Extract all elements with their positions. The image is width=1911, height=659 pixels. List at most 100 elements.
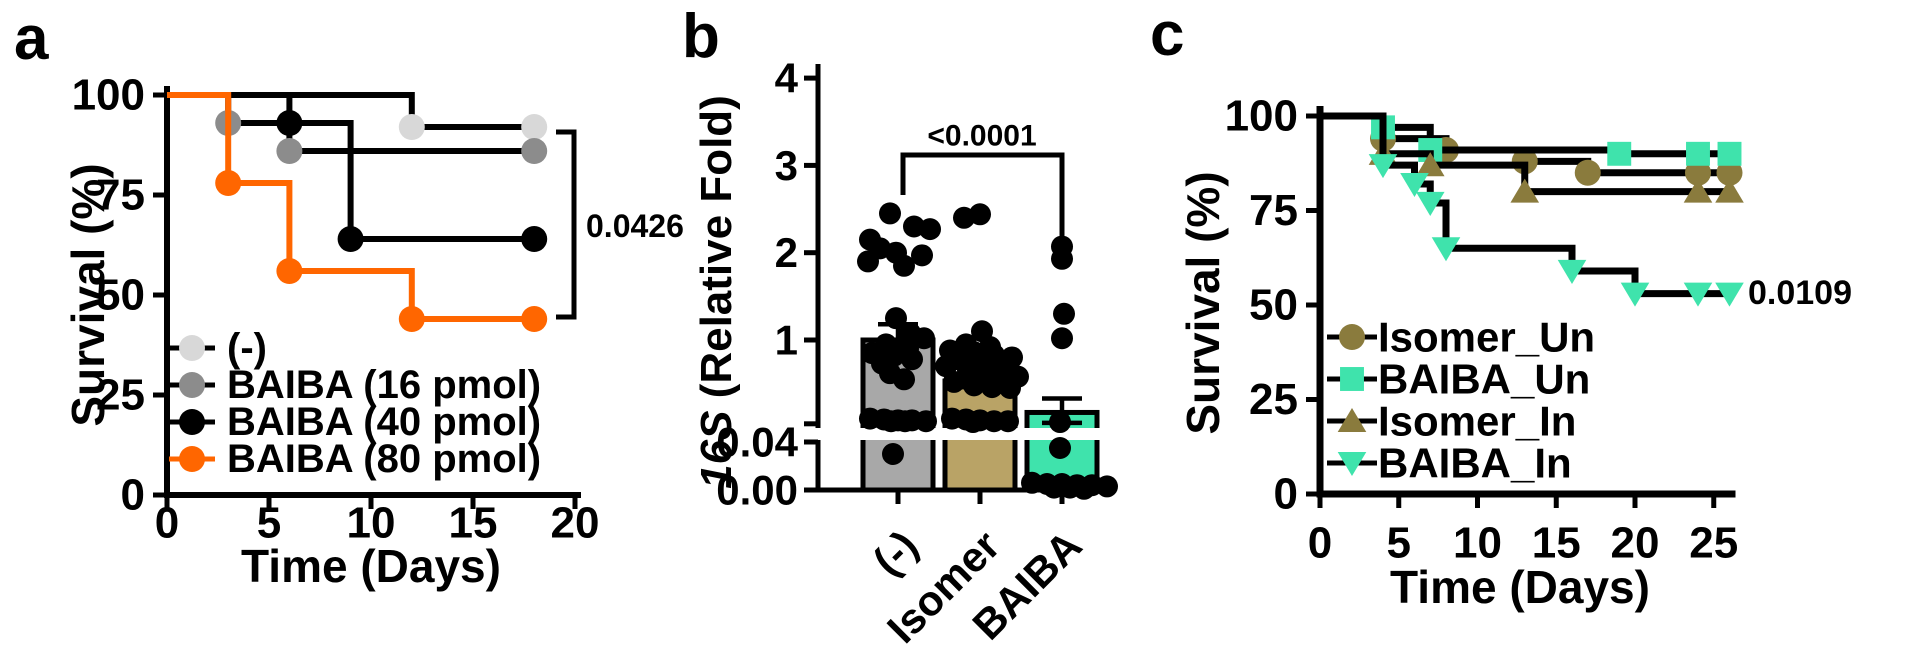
panel-a-y-tick-label: 0 [121, 471, 145, 520]
panel-b-dot-0 [894, 410, 916, 433]
panel-b-y-tick-label: 1 [775, 317, 798, 364]
panel-b-y-axis-title: 16S (Relative Fold) [692, 95, 741, 489]
panel-b-dot-2 [1053, 302, 1075, 325]
panel-b-dot-0 [879, 202, 901, 225]
panel-a-series-marker-0 [521, 114, 548, 140]
panel-c-series-marker-3 [1431, 237, 1461, 262]
panel-b-p-value-label: <0.0001 [927, 120, 1036, 153]
panel-c-series-marker-3 [1683, 282, 1713, 307]
panel-c-series-marker-1 [1607, 141, 1632, 166]
panel-a-y-tick-label: 75 [96, 171, 145, 220]
panel-c-series-marker-3 [1715, 282, 1744, 307]
panel-a-series-marker-2 [337, 226, 364, 252]
panel-c-legend-label: BAIBA_In [1378, 440, 1572, 487]
panel-a-series-marker-1 [521, 138, 548, 164]
panel-a-x-axis-title: Time (Days) [241, 540, 501, 592]
panel-c-y-axis-title: Survival (%) [1177, 171, 1229, 434]
panel-a-series-marker-2 [521, 226, 548, 252]
panel-b-dot-0 [919, 218, 941, 241]
panel-a-group: 0 25 50 75 100 0 5 10 15 20 Time (Days) Survival (%… [62, 71, 684, 593]
panel-b-dot-1 [963, 374, 985, 397]
panel-a-p-value-label: 0.0426 [586, 208, 684, 244]
panel-b-dot-1 [962, 411, 984, 434]
panel-c-series-marker-1 [1686, 141, 1710, 166]
panel-a-legend-label: (-) [227, 326, 267, 370]
panel-b-dot-lower-0 [882, 443, 904, 465]
panel-a-y-tick-label: 50 [96, 271, 145, 320]
panel-b-dot-1 [953, 206, 975, 229]
panel-a-series-marker-3 [276, 258, 303, 284]
panel-a-legend-label: BAIBA (80 pmol) [227, 437, 541, 481]
panel-b-dot-0 [911, 244, 933, 267]
panel-a-legend-circle-swatch [179, 372, 205, 398]
panel-c-series-marker-3 [1400, 172, 1429, 198]
panel-b-y-tick-label: 0.00 [716, 467, 798, 514]
panel-b-y-axis-title-gene: 16S [692, 411, 741, 489]
panel-c-series-marker-0 [1574, 159, 1601, 186]
panel-b-dot-0 [915, 410, 937, 433]
panel-a-y-axis-title: Survival (%) [62, 163, 114, 426]
panel-c-series-marker-1 [1717, 141, 1742, 166]
panel-c-series-line-3 [1320, 112, 1730, 298]
panel-b-y-tick-label: 2 [775, 229, 798, 276]
panel-c-x-tick-label: 5 [1387, 519, 1411, 568]
panel-c-y-tick-label: 25 [1249, 375, 1298, 424]
panel-a-x-tick-label: 15 [449, 499, 498, 548]
panel-b-dot-0 [893, 368, 915, 391]
panel-a-legend-circle-swatch [179, 446, 205, 472]
panel-c-group: 0 25 50 75 100 0 5 10 15 20 25 Time (Days) Survival … [1177, 92, 1852, 614]
panel-a-series-marker-3 [398, 306, 425, 332]
panel-c-x-tick-label: 20 [1611, 519, 1660, 568]
panel-c-legend-circle-swatch [1339, 324, 1365, 350]
panel-a-x-tick-label: 10 [347, 499, 396, 548]
panel-b-dot-2 [1051, 247, 1073, 270]
panel-b-y-tick-label: 0.04 [716, 419, 798, 466]
panel-c-series-marker-2 [1683, 178, 1713, 203]
panel-b-dot-1 [997, 410, 1019, 433]
panel-a-y-tick-label: 100 [72, 71, 145, 120]
panel-b-dot-lower-2 [1049, 437, 1071, 459]
panel-c-series-marker-3 [1557, 259, 1587, 284]
panel-a-letter: a [14, 4, 49, 73]
panel-c-legend-triangle-up-swatch [1337, 408, 1367, 433]
panel-c-legend-label: Isomer_In [1378, 398, 1576, 445]
panel-c-series-marker-0 [1685, 159, 1711, 186]
panel-b-y-axis-title-rest: (Relative Fold) [692, 95, 741, 410]
panel-c-series-marker-2 [1510, 178, 1540, 203]
panel-c-series-marker-3 [1620, 282, 1650, 307]
panel-b-dot-1 [943, 370, 965, 393]
panel-a-series-marker-0 [398, 114, 425, 140]
panel-b-dot-1 [999, 377, 1021, 400]
panel-c-legend-square-swatch [1340, 367, 1364, 391]
panel-c-legend-label: BAIBA_Un [1378, 356, 1590, 403]
panel-c-y-tick-label: 100 [1225, 92, 1298, 141]
panel-a-series-line-2 [167, 92, 535, 242]
panel-c-x-axis-title: Time (Days) [1390, 561, 1650, 613]
panel-a-x-tick-label: 0 [155, 499, 179, 548]
panel-a-legend-circle-swatch [179, 335, 205, 361]
panel-c-letter: c [1150, 0, 1185, 69]
panel-b-dot-2 [1051, 327, 1073, 350]
panel-a-legend-circle-swatch [179, 409, 205, 435]
panel-c-series-marker-3 [1368, 154, 1398, 179]
panel-b-dot-0 [857, 250, 879, 273]
panel-b-letter: b [682, 2, 720, 71]
panel-c-series-marker-3 [1415, 191, 1445, 216]
panel-a-legend-label: BAIBA (40 pmol) [227, 400, 541, 444]
panel-b-dot-0 [901, 348, 923, 371]
panel-b-dot-lower-2 [1096, 475, 1118, 498]
panel-c-x-tick-label: 15 [1532, 519, 1581, 568]
panel-c-legend-label: Isomer_Un [1378, 314, 1595, 361]
panel-c-p-value-label: 0.0109 [1748, 274, 1852, 312]
panel-a-series-marker-3 [521, 306, 548, 332]
panel-c-y-tick-label: 50 [1249, 281, 1298, 330]
panel-a-series-marker-2 [276, 110, 303, 136]
panel-c-x-tick-label: 25 [1689, 519, 1738, 568]
panel-b-dot-0 [885, 307, 907, 330]
panel-a-y-tick-label: 25 [96, 371, 145, 420]
panel-b-dot-0 [893, 254, 915, 277]
panel-a-x-tick-label: 5 [257, 499, 281, 548]
